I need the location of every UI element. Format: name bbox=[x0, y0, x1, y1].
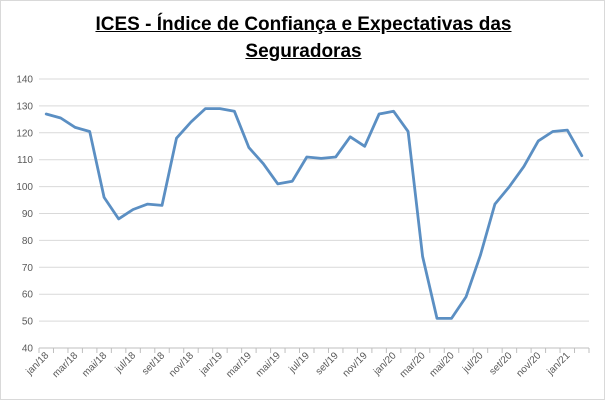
y-tick-label: 50 bbox=[22, 317, 34, 328]
y-tick-label: 130 bbox=[16, 101, 33, 112]
x-tick-label: set/20 bbox=[487, 350, 514, 377]
series-line-ices bbox=[44, 107, 584, 320]
x-tick-label: mai/19 bbox=[254, 350, 283, 379]
chart-title-line2: Seguradoras bbox=[245, 41, 362, 62]
y-tick-label: 100 bbox=[16, 182, 33, 193]
x-tick-label: jul/20 bbox=[460, 350, 486, 376]
y-tick-label: 70 bbox=[22, 263, 34, 274]
y-tick-label: 120 bbox=[16, 128, 33, 139]
x-tick-label: mai/20 bbox=[428, 350, 457, 379]
x-tick-label: jul/19 bbox=[286, 350, 312, 376]
y-tick-label: 140 bbox=[16, 75, 33, 86]
y-tick-label: 110 bbox=[17, 155, 33, 166]
x-tick-label: jan/19 bbox=[197, 350, 225, 378]
x-tick-label: nov/19 bbox=[341, 350, 370, 379]
x-tick-label: jul/18 bbox=[113, 350, 139, 376]
x-tick-label: set/19 bbox=[314, 350, 341, 377]
x-tick-label: mar/18 bbox=[51, 350, 81, 380]
x-tick-label: mar/20 bbox=[398, 350, 428, 380]
chart-title-line1: ICES - Índice de Confiança e Expectativa… bbox=[95, 14, 512, 35]
x-tick-label: mar/19 bbox=[224, 350, 254, 380]
x-tick-label: mai/18 bbox=[80, 350, 109, 379]
x-tick-label: set/18 bbox=[140, 350, 167, 377]
chart-title: ICES - Índice de Confiança e Expectativa… bbox=[1, 11, 605, 65]
x-tick-label: jan/21 bbox=[545, 350, 573, 378]
y-tick-label: 90 bbox=[22, 209, 34, 220]
x-tick-label: nov/18 bbox=[167, 350, 196, 379]
x-tick-label: nov/20 bbox=[514, 350, 543, 379]
y-tick-label: 60 bbox=[22, 290, 34, 301]
y-tick-label: 40 bbox=[22, 344, 34, 355]
x-tick-label: jan/20 bbox=[371, 350, 399, 378]
y-tick-label: 80 bbox=[22, 236, 34, 247]
